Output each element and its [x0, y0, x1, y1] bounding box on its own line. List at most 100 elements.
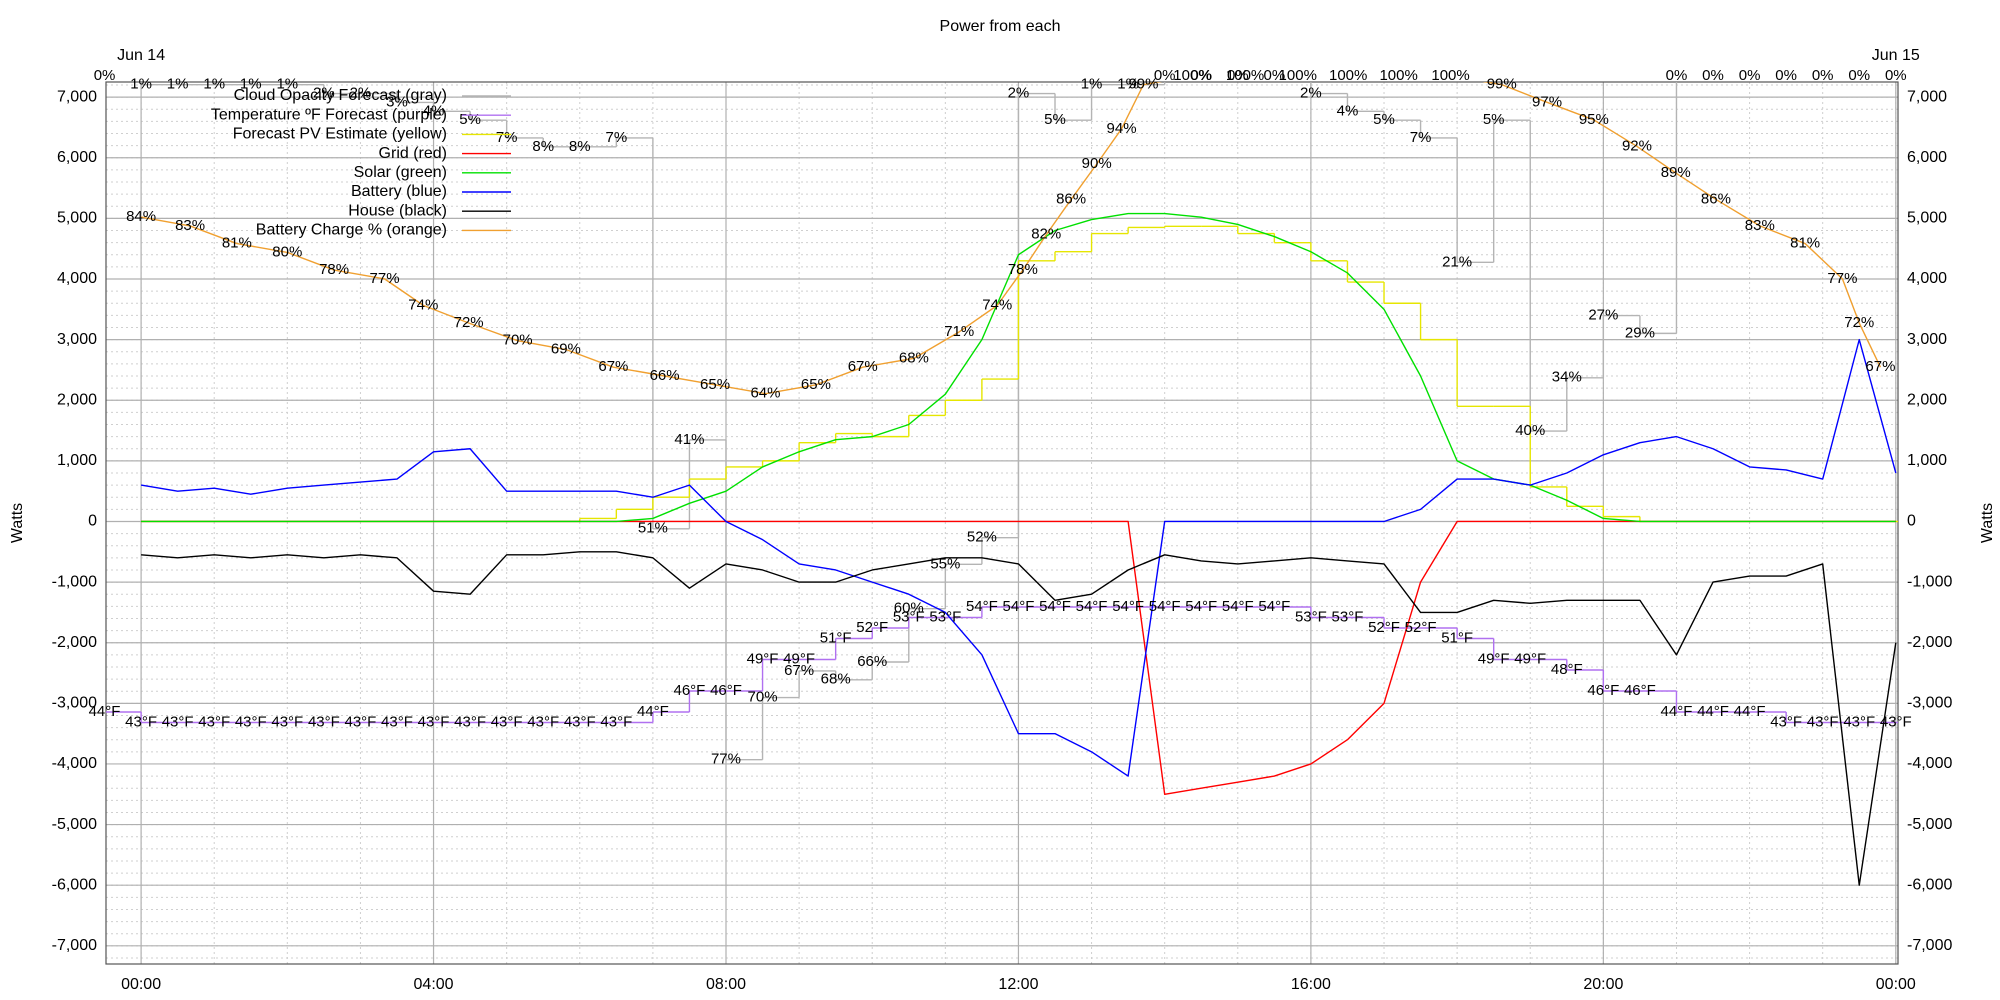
- plot-frame: [105, 81, 1899, 965]
- point-label: 54°F: [1003, 598, 1035, 615]
- point-label: 0%: [1775, 67, 1797, 84]
- point-label: 43°F: [600, 713, 632, 730]
- point-label: 71%: [944, 323, 974, 340]
- point-label: 55%: [930, 555, 960, 572]
- point-label: 0%: [1885, 67, 1907, 84]
- point-label: 43°F: [308, 713, 340, 730]
- y-tick-label-right: -4,000: [1907, 755, 1952, 772]
- point-label: 0%: [1264, 67, 1286, 84]
- point-label: 52°F: [856, 619, 888, 636]
- y-tick-label-right: 5,000: [1907, 210, 1947, 227]
- point-label: 60%: [894, 600, 924, 617]
- point-label: 43°F: [125, 713, 157, 730]
- point-label: 0%: [94, 67, 116, 84]
- point-label: 43°F: [1843, 713, 1875, 730]
- date-label: Jun 14: [117, 47, 165, 64]
- y-tick-label: -2,000: [52, 634, 97, 651]
- point-label: 43°F: [198, 713, 230, 730]
- point-label: 65%: [700, 376, 730, 393]
- point-label: 4%: [1337, 102, 1359, 119]
- y-tick-label: 5,000: [57, 210, 97, 227]
- point-label: 46°F: [710, 682, 742, 699]
- point-label: 100%: [1226, 67, 1264, 84]
- y-axis-label: Watts: [9, 503, 26, 543]
- legend-label: Battery (blue): [351, 183, 447, 200]
- point-label: 70%: [748, 689, 778, 706]
- y-tick-label: -1,000: [52, 573, 97, 590]
- x-tick-label: 16:00: [1291, 976, 1331, 993]
- y-tick-label-right: -1,000: [1907, 573, 1952, 590]
- point-label: 65%: [801, 376, 831, 393]
- point-label: 49°F: [747, 650, 779, 667]
- point-label: 43°F: [564, 713, 596, 730]
- date-label: Jun 15: [1872, 47, 1920, 64]
- x-tick-label: 08:00: [706, 976, 746, 993]
- point-label: 43°F: [527, 713, 559, 730]
- point-label: 84%: [126, 208, 156, 225]
- point-label: 2%: [350, 85, 372, 102]
- y-tick-label-right: -5,000: [1907, 816, 1952, 833]
- point-label: 0%: [1848, 67, 1870, 84]
- point-label: 82%: [1031, 226, 1061, 243]
- point-label: 43°F: [1880, 713, 1912, 730]
- point-label: 100%: [1279, 67, 1317, 84]
- point-label: 86%: [1701, 190, 1731, 207]
- point-label: 72%: [454, 314, 484, 331]
- point-label: 49°F: [783, 650, 815, 667]
- point-label: 2%: [1300, 85, 1322, 102]
- y-tick-label-right: -7,000: [1907, 937, 1952, 954]
- point-label: 78%: [1008, 261, 1038, 278]
- point-label: 92%: [1622, 137, 1652, 154]
- point-label: 0%: [1227, 67, 1249, 84]
- x-tick-label: 12:00: [998, 976, 1038, 993]
- y-tick-label-right: -2,000: [1907, 634, 1952, 651]
- point-label: 46°F: [674, 682, 706, 699]
- point-label: 51°F: [820, 629, 852, 646]
- point-label: 46°F: [1624, 682, 1656, 699]
- point-label: 64%: [750, 385, 780, 402]
- point-label: 0%: [1154, 67, 1176, 84]
- point-label: 69%: [551, 340, 581, 357]
- point-label: 67%: [1865, 358, 1895, 375]
- point-label: 54°F: [1149, 598, 1181, 615]
- point-label: 40%: [1515, 422, 1545, 439]
- point-label: 99%: [1487, 76, 1517, 93]
- point-label: 99%: [1128, 76, 1158, 93]
- point-label: 97%: [1532, 93, 1562, 110]
- point-label: 49°F: [1478, 650, 1510, 667]
- x-tick-label: 00:00: [1876, 976, 1916, 993]
- point-label: 21%: [1442, 253, 1472, 270]
- point-label: 54°F: [1258, 598, 1290, 615]
- point-label: 51°F: [1441, 629, 1473, 646]
- point-label: 89%: [1661, 164, 1691, 181]
- point-label: 67%: [848, 358, 878, 375]
- y-tick-label: -7,000: [52, 937, 97, 954]
- point-label: 29%: [1625, 324, 1655, 341]
- point-label: 8%: [532, 138, 554, 155]
- y-tick-label: 3,000: [57, 331, 97, 348]
- point-label: 1%: [1081, 76, 1103, 93]
- chart-title: Power from each: [940, 18, 1061, 35]
- point-label: 44°F: [1734, 703, 1766, 720]
- point-label: 54°F: [966, 598, 998, 615]
- y-tick-label: 1,000: [57, 452, 97, 469]
- point-label: 54°F: [1185, 598, 1217, 615]
- point-label: 67%: [784, 662, 814, 679]
- point-label: 41%: [674, 431, 704, 448]
- legend-label: Solar (green): [354, 164, 447, 181]
- x-tick-label: 04:00: [414, 976, 454, 993]
- point-label: 81%: [222, 235, 252, 252]
- point-label: 52°F: [1368, 619, 1400, 636]
- point-label: 53°F: [929, 608, 961, 625]
- point-label: 53°F: [1295, 608, 1327, 625]
- point-label: 80%: [272, 243, 302, 260]
- point-label: 7%: [1410, 129, 1432, 146]
- point-label: 0%: [1739, 67, 1761, 84]
- y-tick-label: 2,000: [57, 391, 97, 408]
- y-tick-label-right: 3,000: [1907, 331, 1947, 348]
- point-label: 2%: [313, 85, 335, 102]
- point-label: 51%: [638, 520, 668, 537]
- point-label: 43°F: [235, 713, 267, 730]
- point-label: 70%: [503, 332, 533, 349]
- point-label: 74%: [408, 296, 438, 313]
